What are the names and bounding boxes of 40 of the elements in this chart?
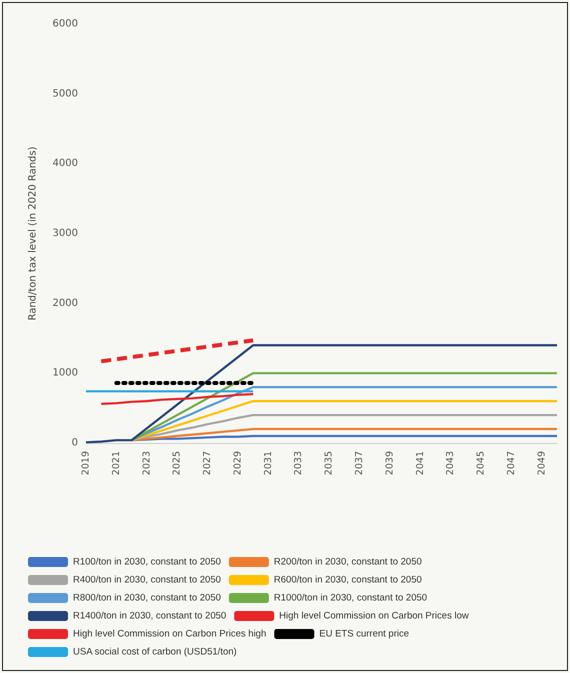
- x-tick-label: 2037: [354, 451, 365, 476]
- legend-label: R1000/ton in 2030, constant to 2050: [274, 592, 428, 604]
- x-tick-label: 2047: [506, 451, 517, 476]
- x-tick-label: 2035: [324, 451, 335, 476]
- y-tick-label: 5000: [52, 88, 78, 100]
- y-tick-label: 3000: [52, 228, 78, 239]
- x-tick-label: 2019: [80, 451, 92, 476]
- line-series: [84, 344, 558, 444]
- legend-label: R800/ton in 2030, constant to 2050: [73, 592, 221, 604]
- y-tick-label: 6000: [52, 18, 78, 30]
- legend-label: R1400/ton in 2030, constant to 2050: [73, 610, 226, 622]
- x-tick-label: 2041: [414, 451, 426, 476]
- y-tick-label: 2000: [52, 298, 78, 309]
- line-series: [100, 393, 254, 405]
- legend-label: High level Commission on Carbon Prices low: [279, 610, 469, 622]
- legend-label: High level Commission on Carbon Prices high: [73, 628, 266, 640]
- line-series: [130, 400, 558, 442]
- x-tick-label: 2045: [476, 451, 487, 476]
- line-series: [99, 338, 256, 364]
- x-tick-label: 2021: [110, 451, 122, 476]
- legend-label: R600/ton in 2030, constant to 2050: [274, 574, 422, 586]
- legend-label: EU ETS current price: [319, 628, 409, 640]
- x-tick-label: 2025: [172, 451, 183, 476]
- x-tick-label: 2049: [536, 451, 548, 476]
- x-tick-label: 2029: [232, 451, 244, 476]
- x-tick-label: 2033: [293, 451, 304, 476]
- legend-label: R200/ton in 2030, constant to 2050: [274, 556, 422, 568]
- y-axis-title: Rand/ton tax level (in 2020 Rands): [28, 146, 38, 321]
- line-series: [130, 372, 558, 442]
- legend-label: R400/ton in 2030, constant to 2050: [73, 574, 221, 586]
- y-tick-label: 4000: [52, 158, 78, 170]
- x-tick-label: 2031: [262, 451, 274, 476]
- x-tick-label: 2039: [384, 451, 396, 476]
- legend-label: USA social cost of carbon (USD51/ton): [73, 646, 237, 658]
- y-tick-label: 0: [72, 438, 78, 448]
- x-tick-label: 2043: [445, 451, 456, 476]
- legend-label: R100/ton in 2030, constant to 2050: [73, 556, 221, 568]
- y-tick-label: 1000: [52, 368, 78, 379]
- x-tick-label: 2023: [141, 451, 152, 476]
- x-tick-label: 2027: [202, 451, 214, 476]
